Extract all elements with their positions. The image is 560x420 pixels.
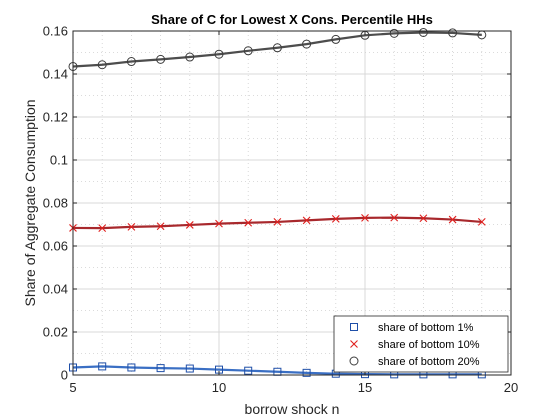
square-marker	[98, 362, 107, 371]
x-marker	[127, 222, 136, 231]
x-tick-label: 20	[504, 380, 518, 395]
y-tick-label: 0.08	[43, 196, 68, 211]
x-marker	[244, 218, 253, 227]
circle-marker	[349, 356, 359, 366]
y-tick-label: 0.06	[43, 239, 68, 254]
circle-marker	[418, 28, 428, 38]
x-marker	[331, 215, 340, 223]
circle-marker	[448, 28, 458, 38]
x-marker	[215, 219, 223, 228]
circle-marker	[126, 57, 136, 67]
x-marker	[419, 214, 428, 223]
legend: share of bottom 1% share of bottom 10% sha…	[333, 315, 509, 373]
x-marker	[361, 213, 369, 222]
square-marker	[302, 368, 311, 377]
circle-marker	[97, 60, 107, 70]
x-marker	[185, 221, 194, 229]
x-tick-label: 5	[69, 380, 76, 395]
y-tick-label: 0.04	[43, 282, 68, 297]
circle-marker	[214, 49, 224, 59]
x-marker	[390, 213, 399, 222]
circle-marker	[156, 54, 166, 64]
square-marker	[244, 366, 253, 375]
legend-entry: share of bottom 10%	[350, 339, 480, 351]
square-marker	[127, 363, 136, 372]
legend-label: share of bottom 20%	[378, 356, 480, 368]
legend-label: share of bottom 10%	[378, 339, 480, 351]
square-marker	[350, 323, 358, 331]
x-tick-label: 10	[212, 380, 226, 395]
circle-marker	[389, 28, 399, 38]
x-marker	[448, 215, 457, 224]
x-marker	[156, 222, 165, 231]
y-tick-label: 0.12	[43, 110, 68, 125]
y-tick-label: 0.02	[43, 325, 68, 340]
legend-label: share of bottom 1%	[378, 322, 474, 334]
circle-marker	[272, 43, 282, 53]
legend-box	[333, 315, 509, 373]
x-marker	[98, 224, 107, 233]
y-axis-label: Share of Aggregate Consumption	[22, 99, 38, 306]
ticks	[72, 30, 512, 376]
series-line-1	[72, 365, 482, 376]
legend-entry: share of bottom 1%	[350, 322, 474, 334]
x-marker	[302, 216, 311, 225]
x-marker	[350, 340, 358, 348]
y-tick-label: 0.1	[50, 153, 68, 168]
circle-marker	[243, 46, 253, 56]
series-line-3	[72, 31, 482, 68]
circle-marker	[185, 52, 195, 62]
square-marker	[156, 364, 165, 373]
tick-labels: 5 10 15 20 0 0.02 0.04 0.06 0.08 0.1 0.12 0.14 0.16	[43, 24, 519, 396]
x-marker	[477, 218, 486, 226]
circle-marker	[331, 34, 341, 44]
x-tick-label: 15	[358, 380, 372, 395]
series-markers-2	[69, 213, 486, 233]
y-tick-label: 0	[61, 368, 68, 383]
legend-entry: share of bottom 20%	[349, 356, 480, 368]
y-tick-label: 0.16	[43, 24, 68, 39]
square-marker	[185, 364, 194, 373]
x-marker	[273, 218, 282, 226]
circle-marker	[302, 39, 312, 49]
y-tick-label: 0.14	[43, 67, 68, 82]
x-axis-label: borrow shock n	[245, 401, 340, 417]
chart-title: Share of C for Lowest X Cons. Percentile…	[151, 12, 433, 27]
